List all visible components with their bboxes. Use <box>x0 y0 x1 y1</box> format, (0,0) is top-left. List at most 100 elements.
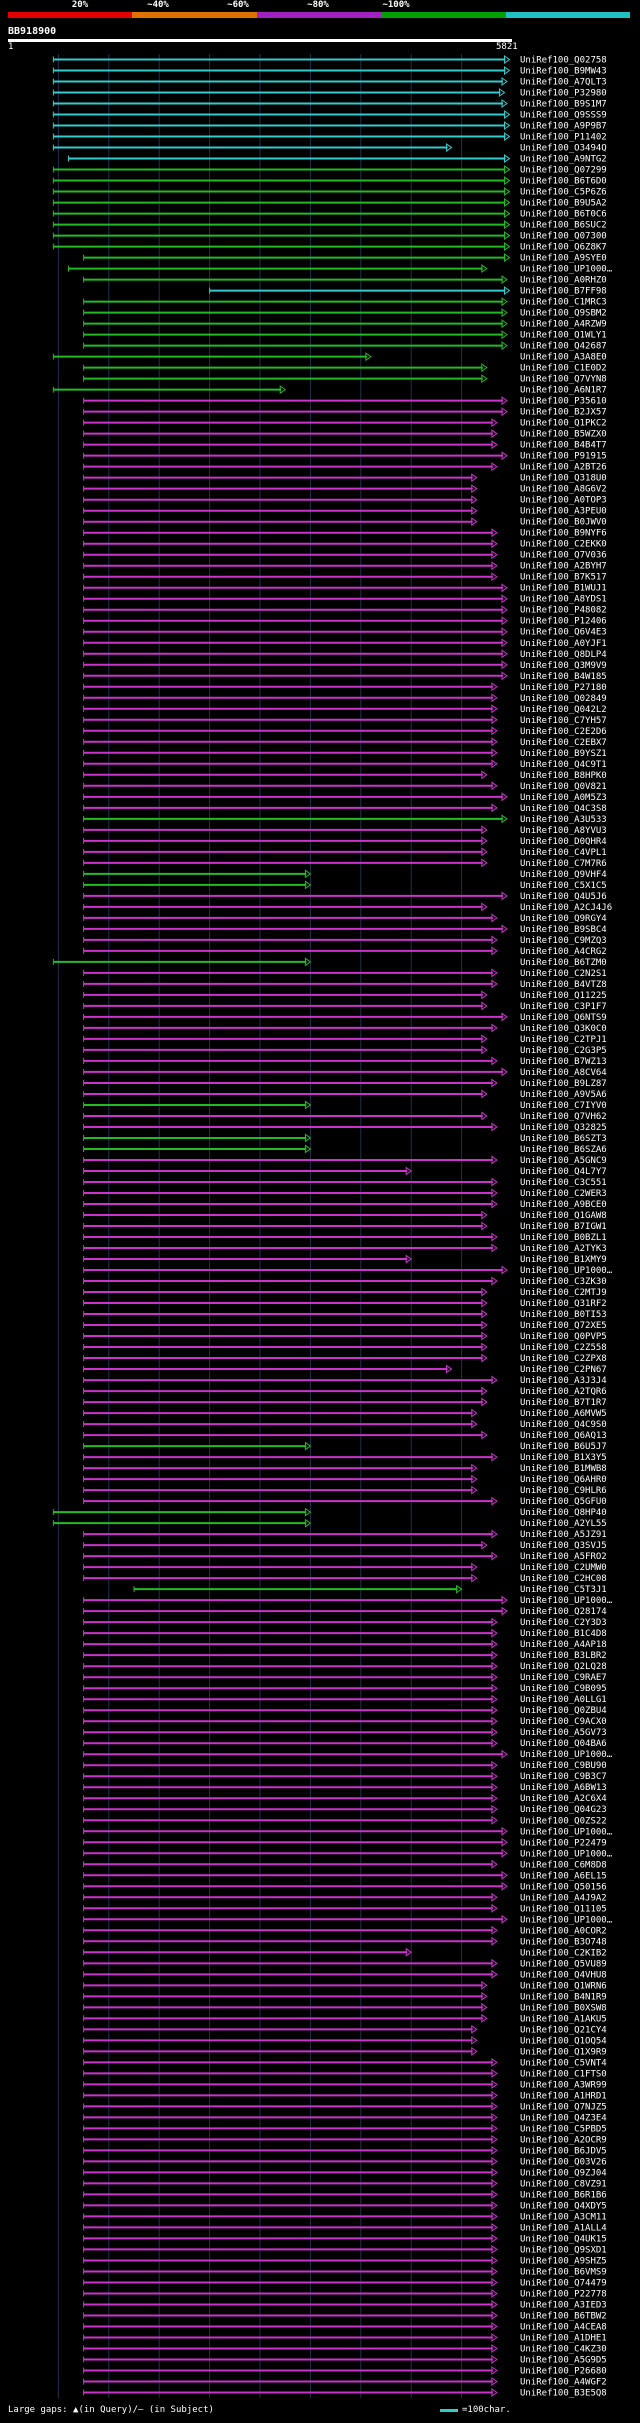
hit-row[interactable]: UniRef100_A4CRG2 <box>83 946 607 957</box>
hit-row[interactable]: UniRef100_A4AP18 <box>83 1639 607 1650</box>
hit-label[interactable]: UniRef100_B6TBW2 <box>520 2311 607 2321</box>
hit-row[interactable]: UniRef100_P27180 <box>83 682 607 693</box>
hit-label[interactable]: UniRef100_C9HLR6 <box>520 1486 607 1496</box>
hit-label[interactable]: UniRef100_C7YH57 <box>520 716 607 726</box>
hit-label[interactable]: UniRef100_A4CEA8 <box>520 2322 607 2332</box>
hit-row[interactable]: UniRef100_B6SZT3 <box>83 1133 607 1144</box>
hit-label[interactable]: UniRef100_A1HRD1 <box>520 2091 607 2101</box>
hit-label[interactable]: UniRef100_A0YJF1 <box>520 639 607 649</box>
hit-row[interactable]: UniRef100_A1HRD1 <box>83 2090 607 2101</box>
hit-label[interactable]: UniRef100_Q7NJZ5 <box>520 2102 607 2112</box>
hit-row[interactable]: UniRef100_B0BZL1 <box>83 1232 607 1243</box>
hit-row[interactable]: UniRef100_Q4C9S0 <box>83 1419 607 1430</box>
hit-row[interactable]: UniRef100_C2EKK0 <box>83 539 607 550</box>
hit-row[interactable]: UniRef100_C5X1C5 <box>83 880 607 891</box>
hit-label[interactable]: UniRef100_Q50156 <box>520 1882 607 1892</box>
hit-label[interactable]: UniRef100_A3A8E0 <box>520 353 607 363</box>
hit-label[interactable]: UniRef100_Q11225 <box>520 991 607 1001</box>
hit-label[interactable]: UniRef100_B9LZ87 <box>520 1079 607 1089</box>
hit-label[interactable]: UniRef100_B3O748 <box>520 1937 607 1947</box>
hit-label[interactable]: UniRef100_A4J9A2 <box>520 1893 607 1903</box>
hit-row[interactable]: UniRef100_B9NYF6 <box>83 528 607 539</box>
hit-label[interactable]: UniRef100_Q42687 <box>520 342 607 352</box>
hit-label[interactable]: UniRef100_Q3SVJ5 <box>520 1541 607 1551</box>
hit-label[interactable]: UniRef100_C2Y3D3 <box>520 1618 607 1628</box>
hit-label[interactable]: UniRef100_Q318U0 <box>520 474 607 484</box>
hit-row[interactable]: UniRef100_C8VZ91 <box>83 2178 607 2189</box>
hit-label[interactable]: UniRef100_C3ZK30 <box>520 1277 607 1287</box>
hit-label[interactable]: UniRef100_A4AP18 <box>520 1640 607 1650</box>
hit-label[interactable]: UniRef100_Q03V26 <box>520 2157 607 2167</box>
hit-label[interactable]: UniRef100_C1E0D2 <box>520 364 607 374</box>
hit-label[interactable]: UniRef100_Q02849 <box>520 694 607 704</box>
hit-label[interactable]: UniRef100_A2YL55 <box>520 1519 607 1529</box>
hit-row[interactable]: UniRef100_A2OCR9 <box>83 2134 607 2145</box>
hit-row[interactable]: UniRef100_Q6AHR0 <box>83 1474 607 1485</box>
hit-label[interactable]: UniRef100_A7QLT3 <box>520 78 607 88</box>
hit-row[interactable]: UniRef100_A3PEU0 <box>83 506 607 517</box>
hit-row[interactable]: UniRef100_Q7VYN8 <box>83 374 607 385</box>
hit-row[interactable]: UniRef100_C3C551 <box>83 1177 607 1188</box>
hit-row[interactable]: UniRef100_Q31RF2 <box>83 1298 607 1309</box>
hit-row[interactable]: UniRef100_B6TBW2 <box>83 2311 607 2321</box>
hit-label[interactable]: UniRef100_P26680 <box>520 2366 607 2376</box>
hit-row[interactable]: UniRef100_C5VNT4 <box>83 2057 607 2068</box>
hit-label[interactable]: UniRef100_B9NYF6 <box>520 529 607 539</box>
hit-row[interactable]: UniRef100_Q7NJZ5 <box>83 2101 607 2112</box>
hit-label[interactable]: UniRef100_B0BZL1 <box>520 1233 607 1243</box>
hit-row[interactable]: UniRef100_P22479 <box>83 1837 607 1848</box>
hit-label[interactable]: UniRef100_A6EL15 <box>520 1871 607 1881</box>
hit-label[interactable]: UniRef100_UP1000… <box>520 1849 613 1859</box>
hit-label[interactable]: UniRef100_A9NTG2 <box>520 155 607 165</box>
hit-row[interactable]: UniRef100_A8G6V2 <box>83 484 607 495</box>
hit-row[interactable]: UniRef100_P91915 <box>83 451 607 462</box>
hit-label[interactable]: UniRef100_B1C4D8 <box>520 1629 607 1639</box>
hit-label[interactable]: UniRef100_Q6AHR0 <box>520 1475 607 1485</box>
hit-label[interactable]: UniRef100_P11402 <box>520 133 607 143</box>
hit-label[interactable]: UniRef100_Q4L7Y7 <box>520 1167 607 1177</box>
hit-row[interactable]: UniRef100_A3A8E0 <box>52 352 607 363</box>
hit-row[interactable]: UniRef100_A2BT26 <box>83 462 607 473</box>
hit-label[interactable]: UniRef100_Q6AQ13 <box>520 1431 607 1441</box>
hit-label[interactable]: UniRef100_C2EBX7 <box>520 738 607 748</box>
hit-row[interactable]: UniRef100_B5WZX0 <box>83 429 607 440</box>
hit-label[interactable]: UniRef100_Q1WRN6 <box>520 1981 607 1991</box>
hit-label[interactable]: UniRef100_Q1GAW8 <box>520 1211 607 1221</box>
hit-row[interactable]: UniRef100_B9LZ87 <box>83 1078 607 1089</box>
hit-label[interactable]: UniRef100_C2MTJ9 <box>520 1288 607 1298</box>
hit-row[interactable]: UniRef100_A3J3J4 <box>83 1375 607 1386</box>
hit-label[interactable]: UniRef100_B1MWB8 <box>520 1464 607 1474</box>
hit-label[interactable]: UniRef100_UP1000… <box>520 1266 613 1276</box>
hit-label[interactable]: UniRef100_B6SZA6 <box>520 1145 607 1155</box>
hit-row[interactable]: UniRef100_C2N2S1 <box>83 968 607 979</box>
hit-label[interactable]: UniRef100_B7IGW1 <box>520 1222 607 1232</box>
hit-row[interactable]: UniRef100_Q1X9R9 <box>83 2046 607 2057</box>
hit-label[interactable]: UniRef100_A0TOP3 <box>520 496 607 506</box>
hit-row[interactable]: UniRef100_Q4L7Y7 <box>83 1166 607 1177</box>
hit-row[interactable]: UniRef100_C9BU90 <box>83 1760 607 1771</box>
hit-label[interactable]: UniRef100_A3J3J4 <box>520 1376 607 1386</box>
hit-row[interactable]: UniRef100_Q1GAW8 <box>83 1210 607 1221</box>
hit-label[interactable]: UniRef100_A2TQR6 <box>520 1387 607 1397</box>
hit-row[interactable]: UniRef100_Q11105 <box>83 1903 607 1914</box>
hit-label[interactable]: UniRef100_Q4C9S0 <box>520 1420 607 1430</box>
hit-row[interactable]: UniRef100_A9NTG2 <box>67 154 607 165</box>
hit-row[interactable]: UniRef100_Q07299 <box>52 165 607 176</box>
hit-row[interactable]: UniRef100_A1DHE1 <box>83 2333 607 2343</box>
hit-row[interactable]: UniRef100_B6SZA6 <box>83 1144 607 1155</box>
hit-label[interactable]: UniRef100_B5WZX0 <box>520 430 607 440</box>
hit-label[interactable]: UniRef100_C2KIB2 <box>520 1948 607 1958</box>
hit-row[interactable]: UniRef100_Q9SSS9 <box>52 110 607 121</box>
hit-row[interactable]: UniRef100_Q7V036 <box>83 550 607 561</box>
hit-row[interactable]: UniRef100_B7K517 <box>83 572 607 583</box>
hit-row[interactable]: UniRef100_B4VTZ8 <box>83 979 607 990</box>
hit-label[interactable]: UniRef100_P48082 <box>520 606 607 616</box>
hit-row[interactable]: UniRef100_Q6AQ13 <box>83 1430 607 1441</box>
hit-label[interactable]: UniRef100_UP1000… <box>520 1915 613 1925</box>
hit-row[interactable]: UniRef100_B0XSW8 <box>83 2002 607 2013</box>
hit-row[interactable]: UniRef100_P35610 <box>83 396 607 407</box>
hit-label[interactable]: UniRef100_B9S1M7 <box>520 100 607 110</box>
hit-label[interactable]: UniRef100_B4B4T7 <box>520 441 607 451</box>
hit-row[interactable]: UniRef100_Q1OQ54 <box>83 2035 607 2046</box>
hit-row[interactable]: UniRef100_UP1000… <box>83 1265 613 1276</box>
